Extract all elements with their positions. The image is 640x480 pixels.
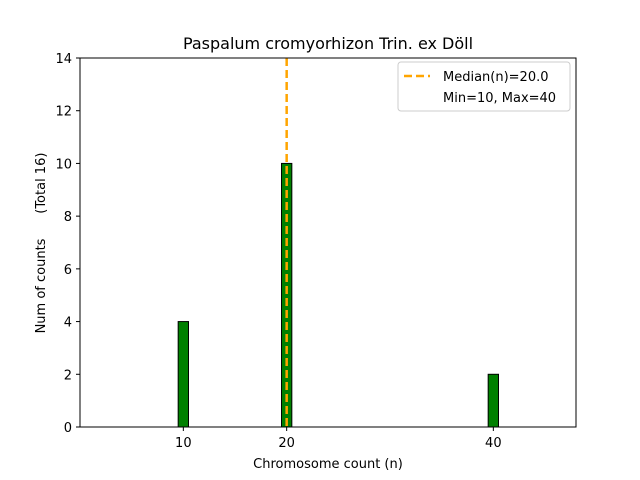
x-tick-label-10: 10	[175, 436, 192, 451]
x-tick-label-40: 40	[485, 436, 502, 451]
y-tick-label-0: 0	[64, 421, 72, 436]
x-axis-label: Chromosome count (n)	[253, 457, 403, 472]
y-tick-label-2: 2	[64, 368, 72, 383]
legend: Median(n)=20.0 Min=10, Max=40	[397, 61, 571, 112]
y-tick-label-10: 10	[55, 157, 72, 172]
y-tick-label-8: 8	[64, 210, 72, 225]
y-axis-label: Num of counts (Total 16)	[34, 153, 49, 334]
legend-entry-1: Min=10, Max=40	[443, 91, 556, 106]
legend-entry-0: Median(n)=20.0	[443, 70, 549, 85]
y-tick-label-12: 12	[55, 105, 72, 120]
axes-frame	[79, 57, 577, 428]
bar-40	[487, 373, 499, 428]
x-tick-label-20: 20	[278, 436, 295, 451]
legend-box	[397, 61, 571, 112]
y-tick-label-14: 14	[55, 52, 72, 67]
chart-title: Paspalum cromyorhizon Trin. ex Döll	[183, 34, 473, 53]
y-tick-label-4: 4	[64, 316, 72, 331]
plot-area: 10 20 40 0 2 4 6 8 10 12 14	[55, 52, 577, 451]
bar-10	[177, 321, 190, 428]
y-tick-label-6: 6	[64, 263, 72, 278]
